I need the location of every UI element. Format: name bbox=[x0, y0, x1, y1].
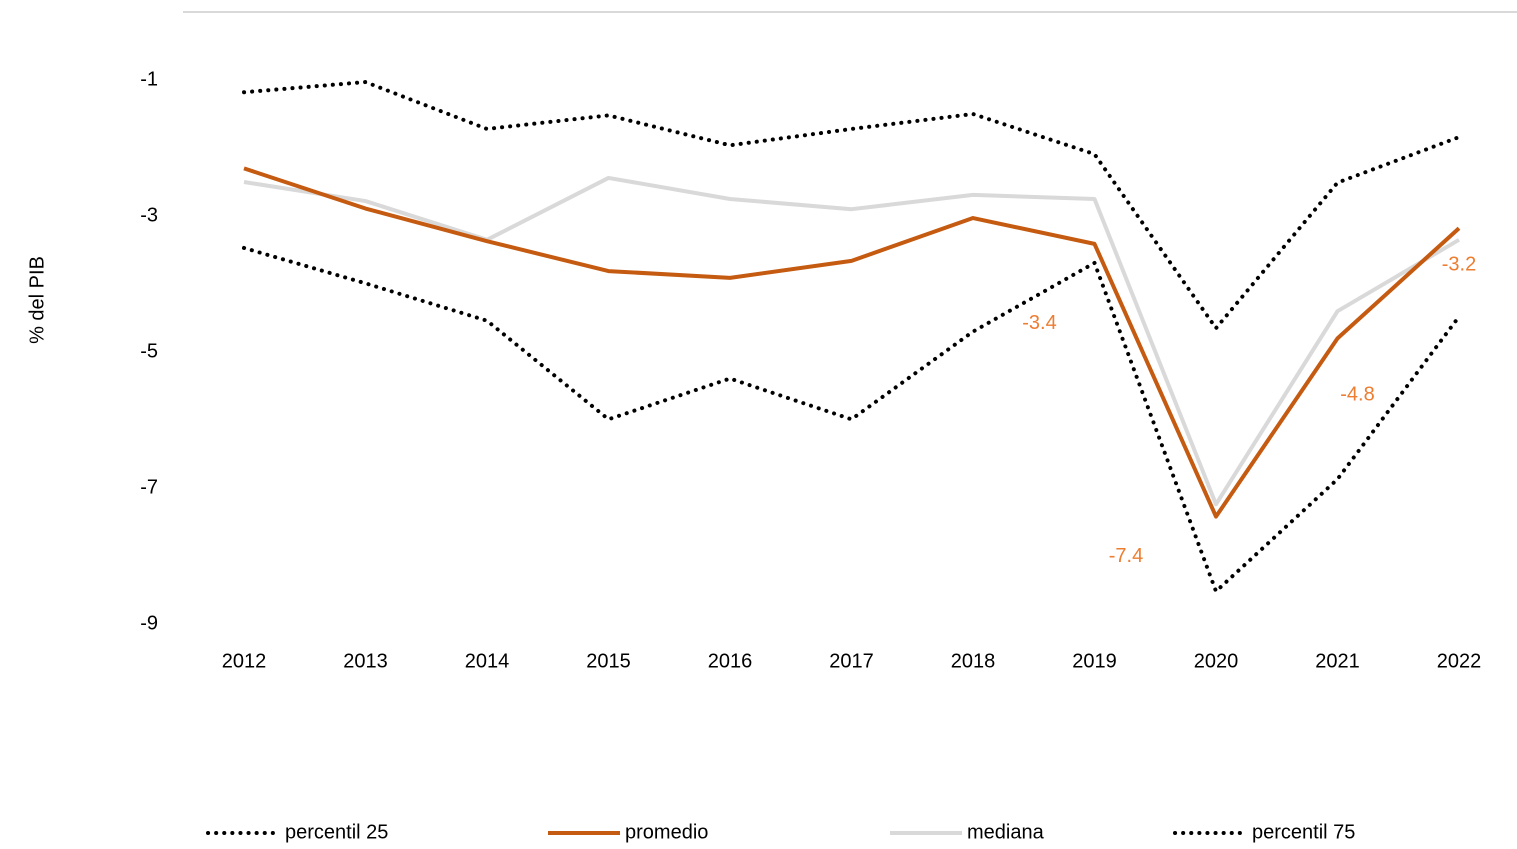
y-tick-label: -5 bbox=[140, 340, 158, 362]
series-line bbox=[242, 80, 1461, 332]
x-tick-label: 2013 bbox=[343, 650, 388, 672]
x-tick-label: 2014 bbox=[465, 650, 510, 672]
data-label: -7.4 bbox=[1109, 545, 1143, 567]
x-tick-label: 2022 bbox=[1437, 650, 1482, 672]
series-line bbox=[243, 166, 1461, 519]
legend-label: percentil 75 bbox=[1252, 821, 1355, 843]
legend-label: promedio bbox=[625, 821, 708, 843]
x-tick-label: 2012 bbox=[222, 650, 267, 672]
x-tick-label: 2015 bbox=[586, 650, 631, 672]
x-tick-label: 2018 bbox=[951, 650, 996, 672]
y-tick-label: -9 bbox=[140, 612, 158, 634]
series-line bbox=[242, 245, 1461, 595]
data-label: -4.8 bbox=[1340, 384, 1374, 406]
x-tick-label: 2020 bbox=[1194, 650, 1239, 672]
x-tick-label: 2017 bbox=[829, 650, 874, 672]
y-tick-label: -1 bbox=[140, 68, 158, 90]
data-label: -3.2 bbox=[1442, 254, 1476, 276]
legend-label: percentil 25 bbox=[285, 821, 388, 843]
series-line bbox=[243, 175, 1461, 507]
y-tick-label: -7 bbox=[140, 476, 158, 498]
legend-label: mediana bbox=[967, 821, 1045, 843]
y-axis-title: % del PIB bbox=[26, 256, 48, 344]
x-tick-label: 2019 bbox=[1072, 650, 1117, 672]
x-tick-label: 2021 bbox=[1315, 650, 1360, 672]
x-tick-label: 2016 bbox=[708, 650, 753, 672]
y-tick-label: -3 bbox=[140, 204, 158, 226]
data-label: -3.4 bbox=[1022, 312, 1056, 334]
